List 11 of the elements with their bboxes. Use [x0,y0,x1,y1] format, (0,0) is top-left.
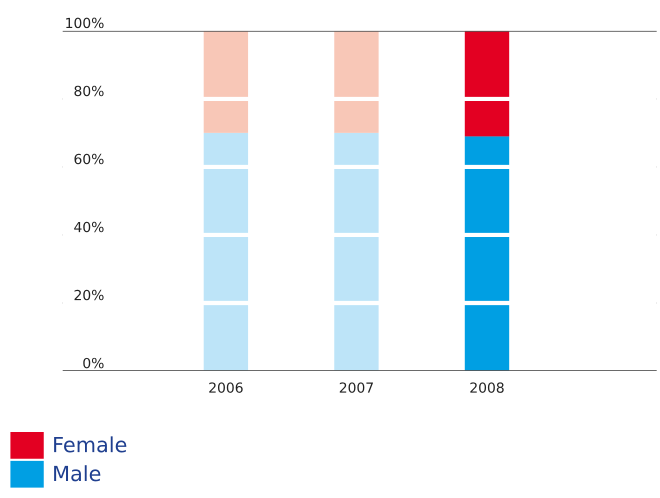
legend-label: Male [54,465,100,482]
x-tick-label: 2008 [470,382,504,393]
y-tick-label: 20% [74,290,104,300]
y-tick-label: 0% [83,358,104,368]
legend-label: Female [54,436,126,452]
x-tick-label: 2006 [209,382,243,393]
y-tick-label: 80% [74,86,104,96]
x-tick-label: 2007 [340,382,373,393]
y-tick-label: 60% [74,154,104,164]
y-tick-label: 40% [74,222,104,232]
y-tick-label: 100% [66,18,104,28]
